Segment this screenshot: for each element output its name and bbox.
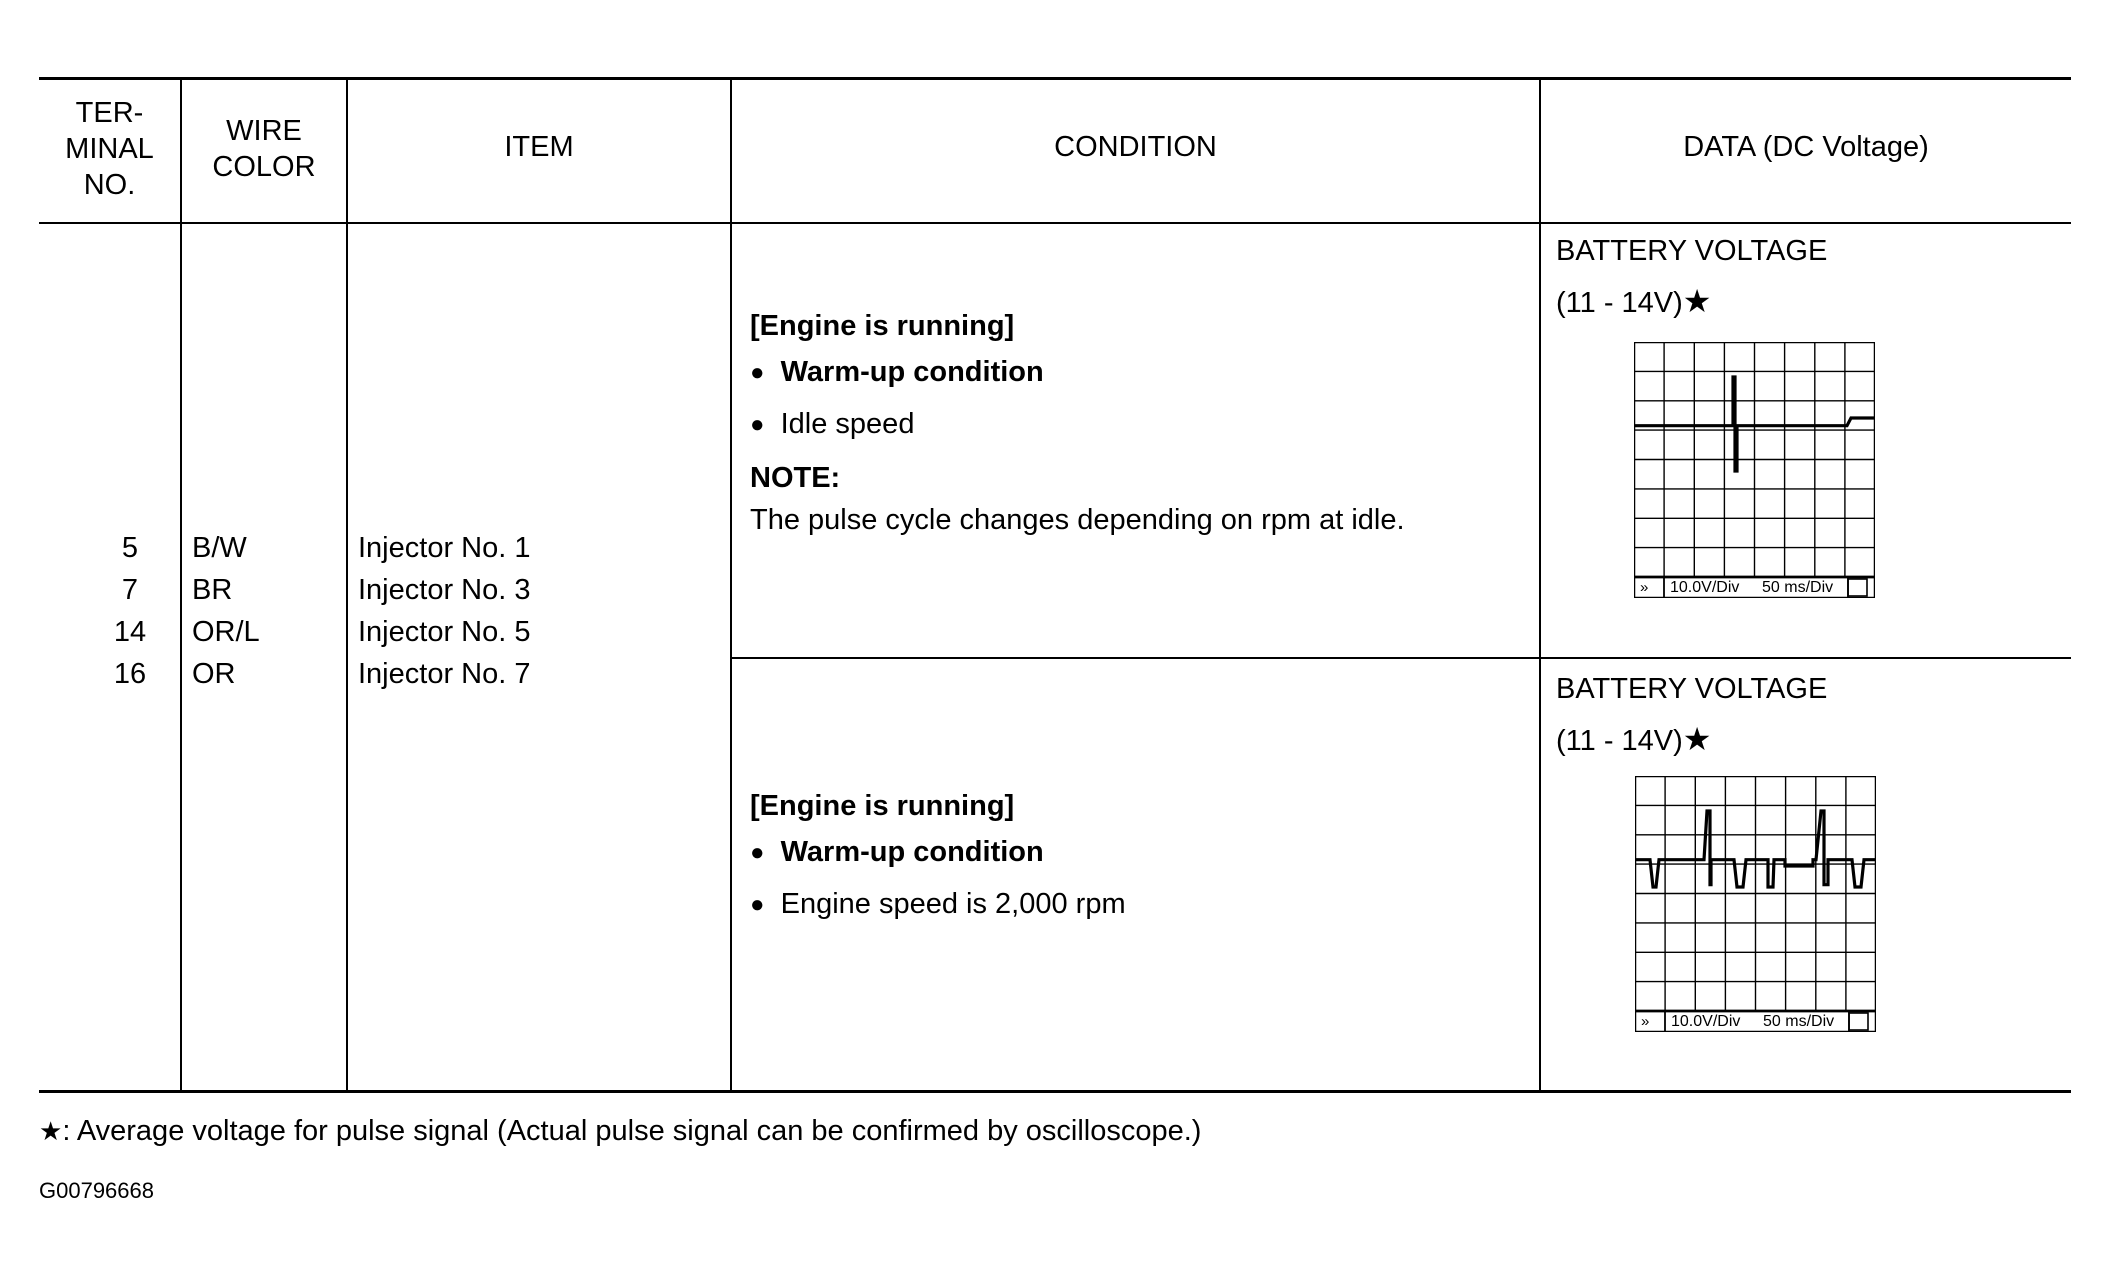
svg-text:50 ms/Div: 50 ms/Div [1762, 579, 1833, 596]
svg-text:»: » [1641, 1013, 1649, 1030]
svg-text:50 ms/Div: 50 ms/Div [1763, 1013, 1834, 1030]
svg-text:»: » [1640, 579, 1648, 596]
svg-text:10.0V/Div: 10.0V/Div [1671, 1013, 1740, 1030]
svg-text:10.0V/Div: 10.0V/Div [1670, 579, 1739, 596]
